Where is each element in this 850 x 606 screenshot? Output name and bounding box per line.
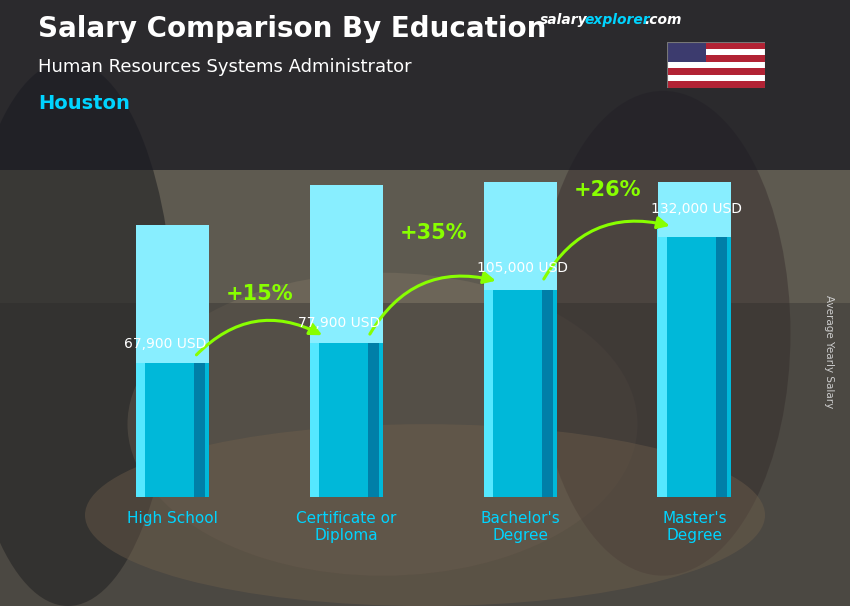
Bar — [667, 42, 765, 49]
Bar — [667, 81, 765, 88]
Bar — [136, 225, 209, 363]
Bar — [658, 0, 731, 236]
Text: 132,000 USD: 132,000 USD — [651, 202, 742, 216]
Bar — [309, 339, 319, 497]
FancyArrowPatch shape — [196, 321, 319, 355]
Bar — [667, 68, 765, 75]
Ellipse shape — [0, 61, 174, 606]
Bar — [657, 228, 667, 497]
Text: +35%: +35% — [400, 223, 468, 243]
Bar — [658, 228, 731, 497]
Bar — [542, 284, 552, 497]
Bar — [667, 62, 765, 68]
Text: 105,000 USD: 105,000 USD — [477, 261, 568, 275]
Text: .com: .com — [644, 13, 682, 27]
Bar — [368, 339, 379, 497]
Bar — [717, 228, 727, 497]
Bar — [0, 0, 850, 170]
Bar — [667, 49, 765, 55]
FancyArrowPatch shape — [370, 273, 492, 334]
Bar — [310, 339, 383, 497]
Text: salary: salary — [540, 13, 587, 27]
Text: 67,900 USD: 67,900 USD — [124, 337, 207, 351]
Bar — [667, 55, 765, 62]
Ellipse shape — [85, 424, 765, 606]
Text: 77,900 USD: 77,900 USD — [298, 316, 380, 330]
Ellipse shape — [128, 273, 638, 576]
FancyArrowPatch shape — [544, 218, 666, 279]
Text: Houston: Houston — [38, 94, 130, 113]
Text: explorer: explorer — [585, 13, 650, 27]
Bar — [484, 284, 557, 497]
Bar — [136, 359, 209, 497]
Text: Average Yearly Salary: Average Yearly Salary — [824, 295, 834, 408]
Bar — [667, 42, 706, 62]
Bar — [195, 359, 205, 497]
Bar — [484, 284, 493, 497]
Text: +15%: +15% — [226, 284, 293, 304]
Bar — [310, 185, 383, 343]
Bar — [484, 76, 557, 290]
Text: Human Resources Systems Administrator: Human Resources Systems Administrator — [38, 58, 412, 76]
Text: Salary Comparison By Education: Salary Comparison By Education — [38, 15, 547, 43]
Bar — [667, 75, 765, 81]
Text: +26%: +26% — [574, 180, 641, 200]
Ellipse shape — [536, 91, 790, 576]
Bar — [0, 303, 850, 606]
Bar — [136, 359, 145, 497]
